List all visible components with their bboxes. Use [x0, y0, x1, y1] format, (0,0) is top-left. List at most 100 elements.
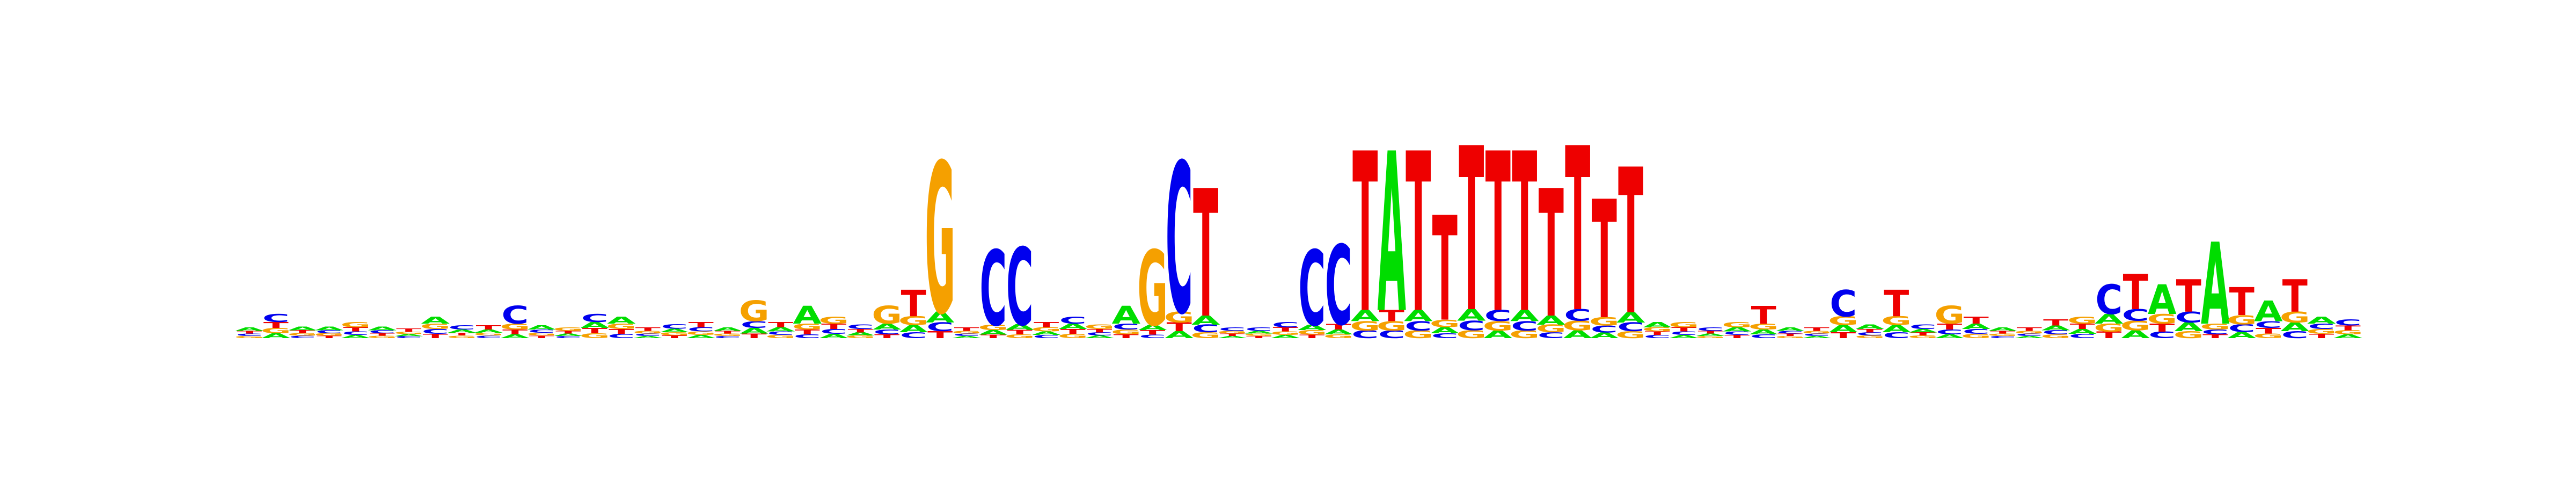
logo-letter-g: G — [1403, 328, 1433, 340]
logo-letter-a: A — [2333, 333, 2362, 339]
logo-letter-t: T — [2202, 333, 2228, 340]
logo-letter-g: G — [792, 322, 823, 331]
logo-letter-c: C — [1617, 320, 1644, 334]
logo-letter-t: T — [2229, 280, 2255, 324]
logo-letter-c: C — [475, 335, 502, 339]
logo-letter-c: C — [608, 333, 635, 340]
logo-letter-a: A — [1670, 334, 1699, 339]
logo-letter-a: A — [1085, 335, 1114, 339]
logo-letter-g: G — [845, 335, 876, 339]
logo-letter-g: G — [1722, 320, 1752, 329]
logo-letter-c: C — [369, 330, 396, 334]
logo-letter-c: C — [1378, 328, 1406, 340]
logo-letter-g: G — [1509, 328, 1540, 340]
logo-letter-g: G — [2174, 329, 2204, 340]
logo-letter-a: A — [1590, 331, 1619, 340]
logo-letter-a: A — [2121, 328, 2150, 341]
logo-letter-c: C — [2069, 333, 2096, 340]
logo-letter-c: C — [2042, 329, 2069, 335]
logo-letter-c: C — [1298, 230, 1326, 350]
logo-letter-c: C — [1989, 335, 2016, 339]
logo-letter-t: T — [901, 283, 926, 325]
logo-letter-a: A — [2015, 335, 2044, 339]
logo-letter-g: G — [473, 332, 504, 336]
logo-letter-c: C — [1936, 328, 1963, 335]
logo-letter-c: C — [953, 333, 980, 336]
logo-letter-a: A — [474, 328, 503, 334]
logo-letter-g: G — [1589, 315, 1620, 328]
logo-letter-c: C — [741, 319, 768, 330]
logo-letter-c: C — [528, 328, 555, 334]
logo-letter-g: G — [1695, 335, 1726, 339]
logo-letter-a: A — [421, 314, 450, 326]
logo-letter-g: G — [1456, 328, 1487, 341]
logo-letter-c: C — [1113, 322, 1140, 331]
logo-letter-a: A — [1245, 330, 1274, 334]
logo-letter-t: T — [954, 326, 980, 332]
logo-letter-a: A — [1138, 324, 1167, 332]
logo-letter-c: C — [448, 324, 475, 331]
logo-letter-g: G — [898, 314, 929, 328]
logo-letter-a: A — [2307, 314, 2336, 326]
logo-letter-g: G — [1217, 330, 1248, 334]
logo-letter-a: A — [1723, 326, 1752, 333]
logo-letter-c: C — [395, 335, 422, 339]
logo-letter-t: T — [1565, 100, 1591, 362]
logo-letter-t: T — [582, 326, 608, 335]
logo-letter-a: A — [1908, 328, 1937, 334]
logo-letter-a: A — [1457, 306, 1486, 324]
logo-letter-c: C — [1511, 319, 1538, 334]
logo-letter-c: C — [2334, 318, 2362, 328]
logo-letter-g: G — [1908, 335, 1938, 339]
logo-letter-a: A — [2041, 324, 2070, 332]
logo-letter-g: G — [712, 333, 743, 336]
logo-letter-g: G — [580, 332, 610, 340]
logo-letter-t: T — [609, 328, 634, 335]
logo-letter-a: A — [1005, 323, 1034, 332]
logo-letter-c: C — [1591, 324, 1618, 335]
logo-letter-t: T — [1804, 326, 1830, 332]
logo-letter-c: C — [262, 312, 290, 325]
logo-letter-g: G — [2200, 322, 2230, 331]
logo-letter-c: C — [1404, 319, 1432, 334]
logo-letter-c: C — [820, 328, 847, 335]
logo-letter-t: T — [2282, 270, 2308, 322]
logo-letter-c: C — [900, 331, 927, 340]
logo-letter-t: T — [396, 327, 422, 333]
logo-letter-t: T — [1698, 330, 1724, 334]
logo-letter-t: T — [529, 335, 555, 339]
logo-letter-c: C — [767, 331, 794, 336]
logo-letter-a: A — [607, 314, 636, 326]
logo-letter-a: A — [448, 328, 477, 334]
logo-letter-c: C — [1272, 320, 1299, 329]
logo-letter-t: T — [795, 328, 820, 335]
logo-letter-t: T — [2096, 330, 2121, 340]
logo-letter-a: A — [1749, 328, 1778, 335]
logo-letter-c: C — [979, 230, 1007, 350]
logo-letter-t: T — [1034, 320, 1059, 329]
logo-letter-a: A — [766, 326, 795, 333]
logo-letter-t: T — [264, 320, 289, 330]
logo-letter-c: C — [1484, 307, 1512, 325]
logo-letter-a: A — [1882, 323, 1911, 335]
logo-letter-c: C — [687, 326, 715, 333]
logo-letter-t: T — [1326, 323, 1351, 332]
logo-letter-t: T — [1724, 334, 1750, 339]
logo-letter-t: T — [635, 326, 661, 332]
logo-letter-a: A — [1218, 335, 1247, 339]
logo-letter-g: G — [2147, 312, 2177, 327]
logo-letter-c: C — [1776, 330, 1804, 334]
logo-letter-t: T — [1618, 127, 1644, 360]
logo-letter-g: G — [659, 331, 690, 336]
logo-letter-c: C — [2122, 306, 2149, 324]
logo-letter-a: A — [1483, 328, 1513, 340]
logo-letter-c: C — [1059, 314, 1087, 326]
logo-letter-c: C — [1670, 331, 1697, 336]
logo-letter-t: T — [2149, 321, 2175, 334]
logo-letter-c: C — [554, 335, 582, 339]
logo-letter-t: T — [1777, 333, 1803, 336]
logo-letter-t: T — [1911, 332, 1936, 336]
logo-letter-t: T — [2017, 326, 2043, 332]
logo-letter-t: T — [1087, 328, 1113, 334]
logo-letter-c: C — [1086, 332, 1113, 336]
